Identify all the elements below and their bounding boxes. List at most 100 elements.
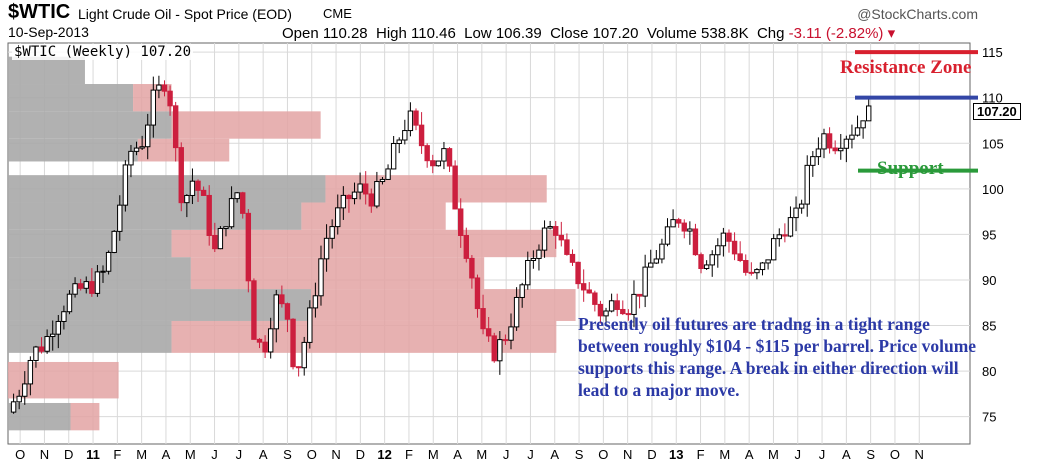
candle-down xyxy=(424,145,430,162)
chg-value: -3.11 (-2.82%) xyxy=(788,25,884,42)
resistance-zone-label: Resistance Zone xyxy=(840,57,972,78)
candle-up xyxy=(497,339,503,362)
candle-up xyxy=(100,270,106,273)
candle-up xyxy=(759,262,766,271)
candle-up xyxy=(390,143,397,170)
chart-date: 10-Sep-2013 xyxy=(8,24,89,40)
candle-down xyxy=(553,226,559,236)
y-tick-label: 90 xyxy=(982,273,996,288)
candle-down xyxy=(89,281,95,294)
last-price-tag: 107.20 xyxy=(973,103,1021,120)
candle-up xyxy=(854,127,861,136)
candle-up xyxy=(357,183,363,193)
x-tick-label: O xyxy=(890,447,900,462)
candle-down xyxy=(446,148,453,167)
x-tick-label: A xyxy=(453,447,462,462)
candle-up xyxy=(66,293,73,313)
candle-up xyxy=(55,320,62,335)
x-tick-label: J xyxy=(795,447,802,462)
candle-up xyxy=(804,164,810,205)
x-tick-label: 11 xyxy=(86,447,100,462)
candle-up xyxy=(631,293,637,315)
candle-up xyxy=(16,395,22,403)
candle-down xyxy=(564,239,570,255)
candle-up xyxy=(379,178,386,183)
candle-up xyxy=(117,204,123,232)
candle-down xyxy=(832,147,838,152)
x-tick-label: O xyxy=(15,447,25,462)
candle-up xyxy=(793,207,799,219)
candle-down xyxy=(161,84,168,92)
volume-bar-up xyxy=(8,175,326,203)
candle-down xyxy=(430,160,436,167)
candle-up xyxy=(703,264,710,270)
commentary-text: Presently oil futures are tradng in a ti… xyxy=(578,314,977,400)
candle-down xyxy=(592,292,598,305)
x-tick-label: N xyxy=(915,447,924,462)
candle-down xyxy=(826,133,833,149)
x-tick-label: F xyxy=(697,447,705,462)
volume-bar-down xyxy=(301,202,446,230)
candle-up xyxy=(228,198,235,228)
candle-down xyxy=(212,234,218,250)
candle-down xyxy=(279,294,285,305)
candle-down xyxy=(675,219,682,224)
candle-down xyxy=(413,110,419,126)
candle-down xyxy=(38,346,45,352)
candle-down xyxy=(743,260,749,273)
candle-up xyxy=(318,258,324,297)
volume-bar-up xyxy=(8,138,138,162)
candle-down xyxy=(731,240,738,255)
candle-up xyxy=(659,243,665,260)
ohlc-stats: Open 110.28 High 110.46 Low 106.39 Close… xyxy=(282,24,895,42)
x-tick-label: D xyxy=(647,447,656,462)
candle-down xyxy=(748,271,755,274)
candle-up xyxy=(33,346,39,361)
candle-up xyxy=(111,230,117,253)
candle-down xyxy=(200,189,207,196)
candle-up xyxy=(217,227,224,250)
candle-down xyxy=(636,293,643,297)
candle-up xyxy=(312,295,319,309)
candle-up xyxy=(508,326,514,341)
candle-up xyxy=(670,219,676,228)
candle-up xyxy=(849,134,855,140)
volume-bar-up xyxy=(8,320,172,353)
candle-up xyxy=(105,251,112,272)
volume-bar-down xyxy=(190,257,485,290)
candle-up xyxy=(525,259,531,286)
x-tick-label: M xyxy=(428,447,439,462)
x-tick-label: A xyxy=(842,447,851,462)
close-value: 107.20 xyxy=(592,25,639,42)
x-tick-label: A xyxy=(162,447,171,462)
candle-down xyxy=(362,183,369,195)
candle-up xyxy=(329,226,335,239)
y-tick-label: 80 xyxy=(982,364,996,379)
candle-up xyxy=(234,192,240,200)
candle-up xyxy=(815,148,822,158)
candle-down xyxy=(726,232,732,242)
x-tick-label: A xyxy=(745,447,754,462)
candle-down xyxy=(77,283,84,289)
candle-down xyxy=(681,222,687,232)
candle-down xyxy=(692,228,699,256)
candle-down xyxy=(195,180,201,191)
candle-down xyxy=(469,257,475,279)
candle-up xyxy=(838,147,844,152)
x-tick-label: J xyxy=(819,447,826,462)
candle-up xyxy=(139,146,145,149)
candle-up xyxy=(402,130,408,141)
candle-up xyxy=(223,226,229,229)
volume-bar-up xyxy=(8,229,172,258)
candle-down xyxy=(620,308,626,315)
candle-up xyxy=(189,180,196,196)
x-tick-label: N xyxy=(623,447,632,462)
candle-up xyxy=(273,294,279,330)
symbol-description: Light Crude Oil - Spot Price (EOD) xyxy=(78,6,292,22)
candle-up xyxy=(396,139,402,145)
x-tick-label: F xyxy=(405,447,413,462)
open-label: Open xyxy=(282,25,319,42)
candle-up xyxy=(648,262,654,268)
candle-up xyxy=(407,110,414,132)
x-tick-label: S xyxy=(866,447,875,462)
